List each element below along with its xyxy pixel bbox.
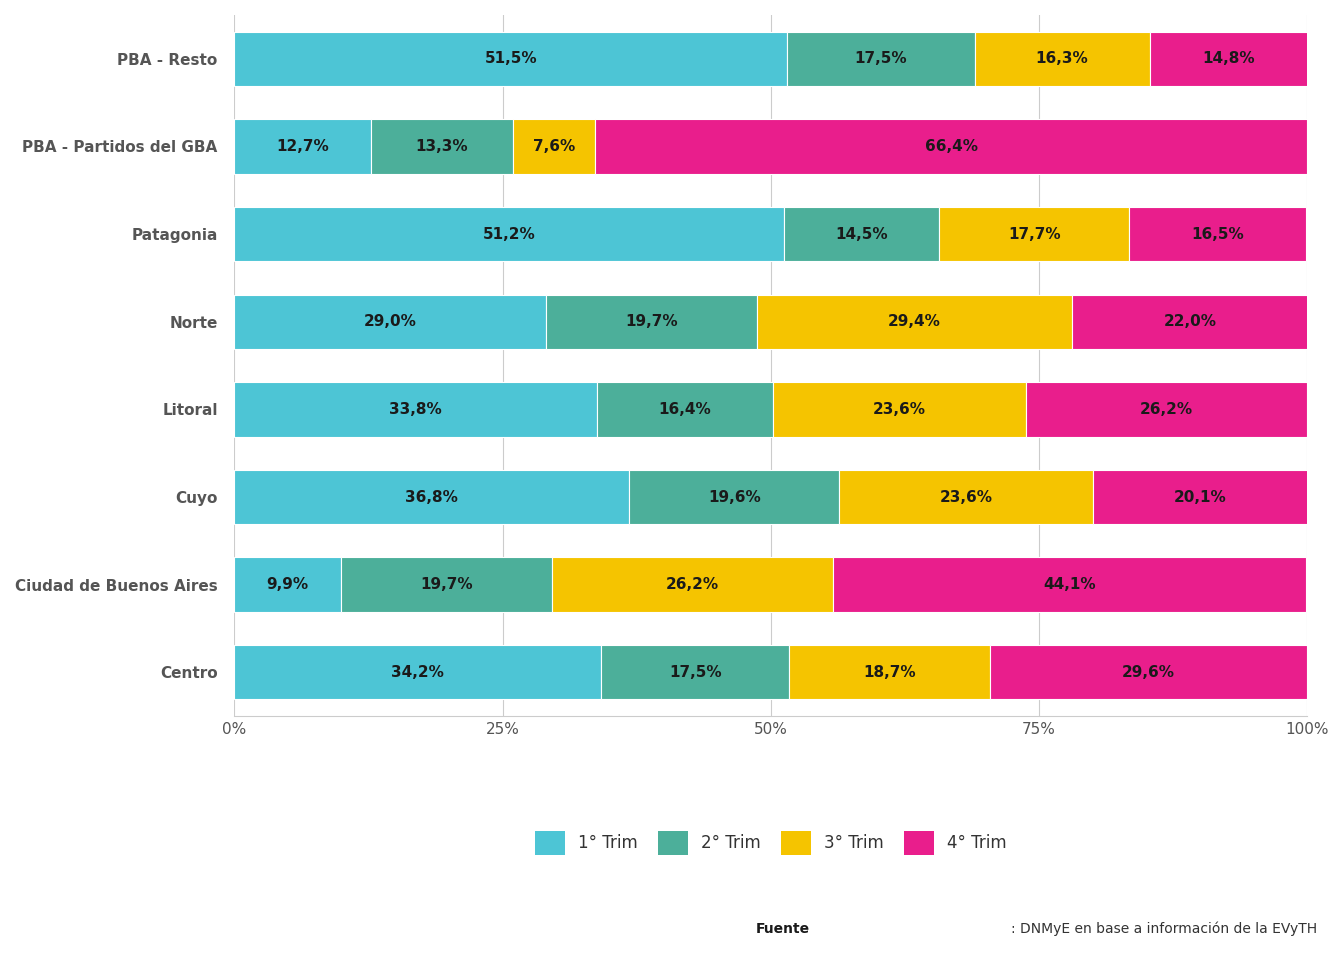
Text: 34,2%: 34,2%: [391, 665, 445, 680]
Bar: [546, 295, 757, 348]
Bar: [974, 32, 1149, 86]
Text: 9,9%: 9,9%: [266, 577, 309, 592]
Text: 23,6%: 23,6%: [939, 490, 993, 505]
Bar: [1129, 207, 1306, 261]
Text: 26,2%: 26,2%: [1140, 402, 1193, 417]
Bar: [989, 645, 1308, 700]
Bar: [234, 32, 788, 86]
Bar: [1027, 382, 1308, 437]
Text: 19,6%: 19,6%: [708, 490, 761, 505]
Text: 44,1%: 44,1%: [1043, 577, 1095, 592]
Bar: [371, 119, 513, 174]
Text: 36,8%: 36,8%: [406, 490, 458, 505]
Text: : DNMyE en base a información de la EVyTH: : DNMyE en base a información de la EVyT…: [1011, 922, 1317, 936]
Bar: [773, 382, 1027, 437]
Text: Fuente: Fuente: [755, 922, 809, 936]
Bar: [788, 32, 974, 86]
Text: 19,7%: 19,7%: [419, 577, 473, 592]
Legend: 1° Trim, 2° Trim, 3° Trim, 4° Trim: 1° Trim, 2° Trim, 3° Trim, 4° Trim: [527, 823, 1015, 863]
Bar: [595, 119, 1308, 174]
Text: 22,0%: 22,0%: [1164, 314, 1216, 329]
Text: 17,5%: 17,5%: [669, 665, 722, 680]
Text: 7,6%: 7,6%: [534, 139, 575, 154]
Text: 33,8%: 33,8%: [390, 402, 442, 417]
Text: 14,8%: 14,8%: [1203, 51, 1255, 66]
Bar: [784, 207, 939, 261]
Text: 19,7%: 19,7%: [625, 314, 677, 329]
Bar: [1073, 295, 1308, 348]
Text: 51,5%: 51,5%: [484, 51, 538, 66]
Text: 29,4%: 29,4%: [888, 314, 941, 329]
Text: 12,7%: 12,7%: [276, 139, 329, 154]
Bar: [513, 119, 595, 174]
Bar: [597, 382, 773, 437]
Text: 16,4%: 16,4%: [659, 402, 711, 417]
Text: 14,5%: 14,5%: [835, 227, 888, 242]
Bar: [629, 469, 840, 524]
Bar: [552, 558, 833, 612]
Bar: [234, 207, 784, 261]
Bar: [840, 469, 1093, 524]
Text: 16,3%: 16,3%: [1036, 51, 1089, 66]
Bar: [234, 295, 546, 348]
Bar: [340, 558, 552, 612]
Bar: [1149, 32, 1308, 86]
Bar: [939, 207, 1129, 261]
Bar: [789, 645, 989, 700]
Text: 26,2%: 26,2%: [667, 577, 719, 592]
Text: 17,7%: 17,7%: [1008, 227, 1060, 242]
Bar: [1093, 469, 1308, 524]
Bar: [234, 119, 371, 174]
Text: 17,5%: 17,5%: [855, 51, 907, 66]
Text: 29,0%: 29,0%: [363, 314, 417, 329]
Text: 13,3%: 13,3%: [415, 139, 468, 154]
Text: 66,4%: 66,4%: [925, 139, 977, 154]
Text: 20,1%: 20,1%: [1175, 490, 1227, 505]
Text: 23,6%: 23,6%: [874, 402, 926, 417]
Text: 29,6%: 29,6%: [1122, 665, 1175, 680]
Text: 16,5%: 16,5%: [1191, 227, 1245, 242]
Bar: [234, 558, 340, 612]
Bar: [757, 295, 1073, 348]
Bar: [234, 645, 601, 700]
Text: 18,7%: 18,7%: [863, 665, 915, 680]
Text: 51,2%: 51,2%: [482, 227, 535, 242]
Bar: [833, 558, 1306, 612]
Bar: [234, 382, 597, 437]
Bar: [234, 469, 629, 524]
Bar: [601, 645, 789, 700]
